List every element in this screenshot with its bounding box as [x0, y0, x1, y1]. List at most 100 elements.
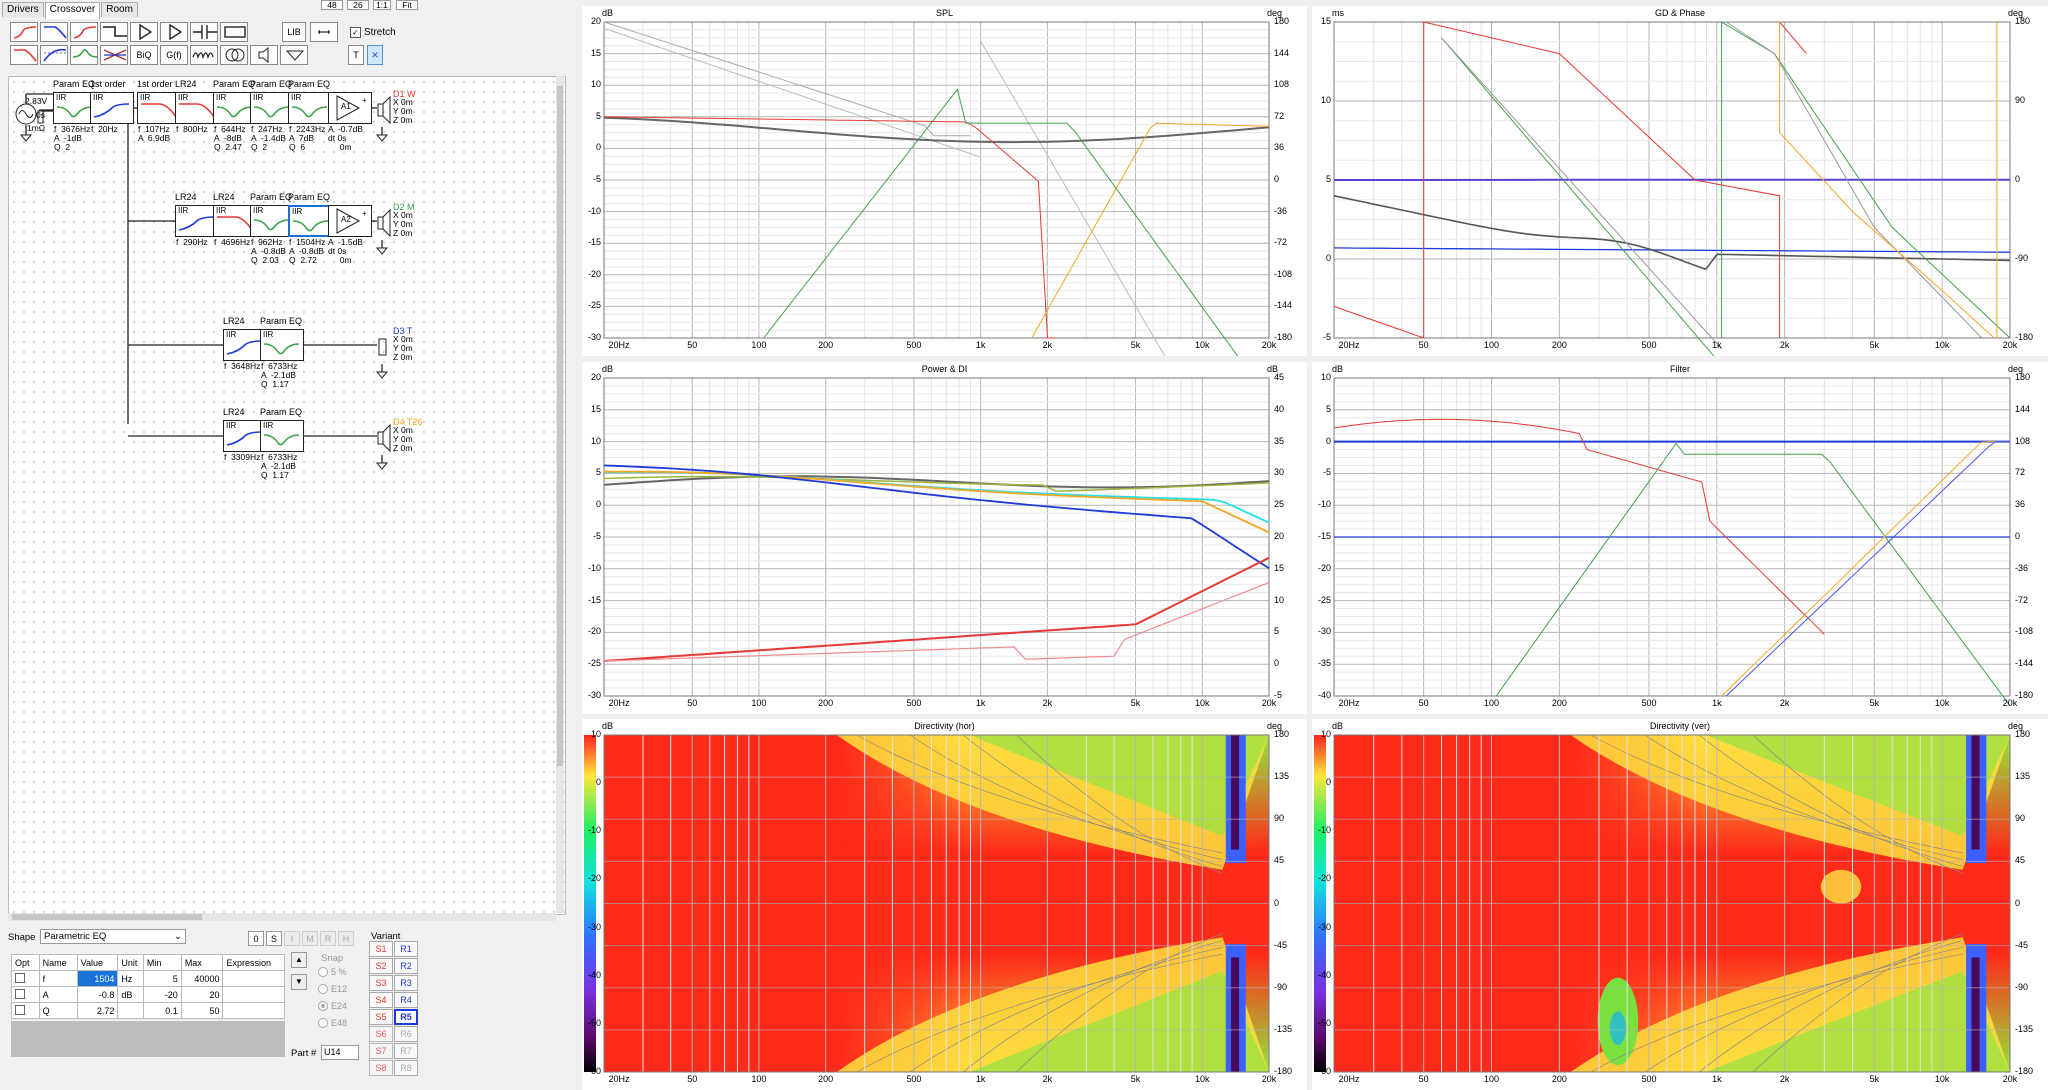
driver-d2[interactable]: [377, 208, 391, 238]
lp-blue-button[interactable]: [40, 22, 68, 42]
variant-r5[interactable]: R5: [394, 1009, 418, 1025]
snap-option-0[interactable]: 5 %: [318, 967, 347, 977]
chart-power[interactable]: Power & DI dB dB 20 15 10 5 0 -5 -10 -15 -20 -25 -30 4…: [582, 362, 1307, 714]
opt-cell[interactable]: [11, 970, 40, 987]
horizontal-scroll-thumb[interactable]: [12, 914, 202, 920]
mode-button-h[interactable]: H: [338, 931, 354, 946]
variant-s6[interactable]: S6: [369, 1026, 393, 1042]
cell-expression[interactable]: [222, 986, 285, 1003]
close-x-button[interactable]: ✕: [367, 45, 383, 65]
amp-button[interactable]: [130, 22, 158, 42]
driver-d4[interactable]: [377, 423, 391, 453]
b1-block-5[interactable]: IIR: [213, 92, 257, 124]
b4-block-2[interactable]: IIR: [260, 420, 304, 452]
zoom-box-2[interactable]: 1:1: [373, 0, 391, 10]
vertical-scrollbar[interactable]: [556, 76, 564, 913]
variant-s1[interactable]: S1: [369, 941, 393, 957]
biq-button[interactable]: BiQ: [130, 45, 158, 65]
mode-button-m[interactable]: M: [302, 931, 318, 946]
mode-button-s[interactable]: S: [266, 931, 282, 946]
arrow-line-button[interactable]: ⟷: [310, 22, 338, 42]
hp-red-button[interactable]: [70, 22, 98, 42]
cell-value[interactable]: -0.8: [76, 986, 119, 1003]
b1-block-2[interactable]: IIR: [90, 92, 134, 124]
snap-option-2[interactable]: E24: [318, 1001, 347, 1011]
cell-min[interactable]: 5: [142, 970, 182, 987]
snap-option-3[interactable]: E48: [318, 1018, 347, 1028]
driver-d3[interactable]: [377, 332, 391, 362]
variant-s5[interactable]: S5: [369, 1009, 393, 1025]
move-up-button[interactable]: ▲: [291, 952, 307, 968]
cell-max[interactable]: 50: [180, 1002, 224, 1019]
b2-block-4[interactable]: IIR: [288, 205, 332, 237]
lib-button[interactable]: LIB: [282, 22, 306, 42]
opt-checkbox[interactable]: [15, 972, 25, 983]
cell-value[interactable]: 2.72: [76, 1002, 119, 1019]
mode-button-r[interactable]: R: [320, 931, 336, 946]
transformer-button[interactable]: [220, 45, 248, 65]
lp-red-button[interactable]: [10, 45, 38, 65]
amp2-button[interactable]: [160, 22, 188, 42]
driver-d1[interactable]: [377, 95, 391, 125]
tab-room[interactable]: Room: [101, 2, 138, 17]
cell-expression[interactable]: [222, 970, 285, 987]
tab-crossover[interactable]: Crossover: [44, 2, 101, 19]
b2-block-3[interactable]: IIR: [250, 205, 294, 237]
cell-value[interactable]: 1504: [76, 970, 119, 987]
chart-dirv[interactable]: Directivity (ver) dB deg 10 0 -10 -20 -30 -40 -50…: [1312, 719, 2048, 1090]
variant-s4[interactable]: S4: [369, 992, 393, 1008]
variant-r8[interactable]: R8: [394, 1060, 418, 1076]
opt-cell[interactable]: [11, 1002, 40, 1019]
variant-s2[interactable]: S2: [369, 958, 393, 974]
part-input[interactable]: U14: [321, 1045, 359, 1060]
variant-r3[interactable]: R3: [394, 975, 418, 991]
t-button[interactable]: T: [348, 45, 364, 65]
variant-r2[interactable]: R2: [394, 958, 418, 974]
inductor-button[interactable]: [190, 45, 218, 65]
zoom-box-0[interactable]: 48: [321, 0, 343, 10]
mode-button-i[interactable]: I: [284, 931, 300, 946]
variant-r4[interactable]: R4: [394, 992, 418, 1008]
b1-block-1[interactable]: IIR: [53, 92, 97, 124]
tab-drivers[interactable]: Drivers: [2, 2, 44, 17]
variant-s8[interactable]: S8: [369, 1060, 393, 1076]
variant-s3[interactable]: S3: [369, 975, 393, 991]
snap-option-1[interactable]: E12: [318, 984, 347, 994]
zoom-box-1[interactable]: 26: [347, 0, 369, 10]
opt-cell[interactable]: [11, 986, 40, 1003]
b3-block-2[interactable]: IIR: [260, 329, 304, 361]
stretch-checkbox[interactable]: ✓ Stretch: [350, 27, 396, 38]
capacitor-button[interactable]: [190, 22, 218, 42]
cell-expression[interactable]: [222, 1002, 285, 1019]
cell-min[interactable]: 0.1: [142, 1002, 182, 1019]
speaker-button[interactable]: [250, 45, 278, 65]
bp-blue-button[interactable]: [40, 45, 68, 65]
b1-block-4[interactable]: IIR: [175, 92, 219, 124]
mode-button-0[interactable]: 0: [248, 931, 264, 946]
opt-checkbox[interactable]: [15, 1004, 25, 1015]
schematic-canvas[interactable]: 2.83V 0s 1mΩ Param EQ IIR f 3676Hz A -1dB Q 2…: [8, 76, 566, 915]
shape-select[interactable]: Parametric EQ ⌄: [40, 929, 186, 944]
hp-red-button[interactable]: [10, 22, 38, 42]
b1-block-7[interactable]: IIR: [288, 92, 332, 124]
amp-a2[interactable]: +: [328, 205, 372, 237]
chart-dirh[interactable]: Directivity (hor) dB deg 10 0 -10 -20 -30 -40 -50…: [582, 719, 1307, 1090]
b3-block-1[interactable]: IIR: [223, 329, 267, 361]
vertical-scroll-thumb[interactable]: [557, 86, 563, 766]
b2-block-1[interactable]: IIR: [175, 205, 219, 237]
cross-button[interactable]: [100, 45, 128, 65]
amp-a1[interactable]: +: [328, 92, 372, 124]
move-down-button[interactable]: ▼: [291, 974, 307, 990]
variant-r7[interactable]: R7: [394, 1043, 418, 1059]
resistor-button[interactable]: [220, 22, 248, 42]
gf-button[interactable]: G(f): [160, 45, 188, 65]
eq-green-button[interactable]: [70, 45, 98, 65]
chart-spl[interactable]: SPL dB deg 20 15 10 5 0 -5 -10 -15 -20 -25 -30 180 144 1…: [582, 6, 1307, 356]
chart-filter[interactable]: Filter dB deg 10 5 0 -5 -10 -15 -20 -25 -30 -35 -40 18…: [1312, 362, 2048, 714]
signal-source[interactable]: [15, 103, 37, 125]
chart-gd[interactable]: GD & Phase ms deg 15 10 5 0 -5 180 90 0 -90 -180 20Hz…: [1312, 6, 2048, 356]
horizontal-scrollbar[interactable]: [8, 913, 556, 921]
step-button[interactable]: [100, 22, 128, 42]
cell-max[interactable]: 20: [180, 986, 224, 1003]
variant-r6[interactable]: R6: [394, 1026, 418, 1042]
